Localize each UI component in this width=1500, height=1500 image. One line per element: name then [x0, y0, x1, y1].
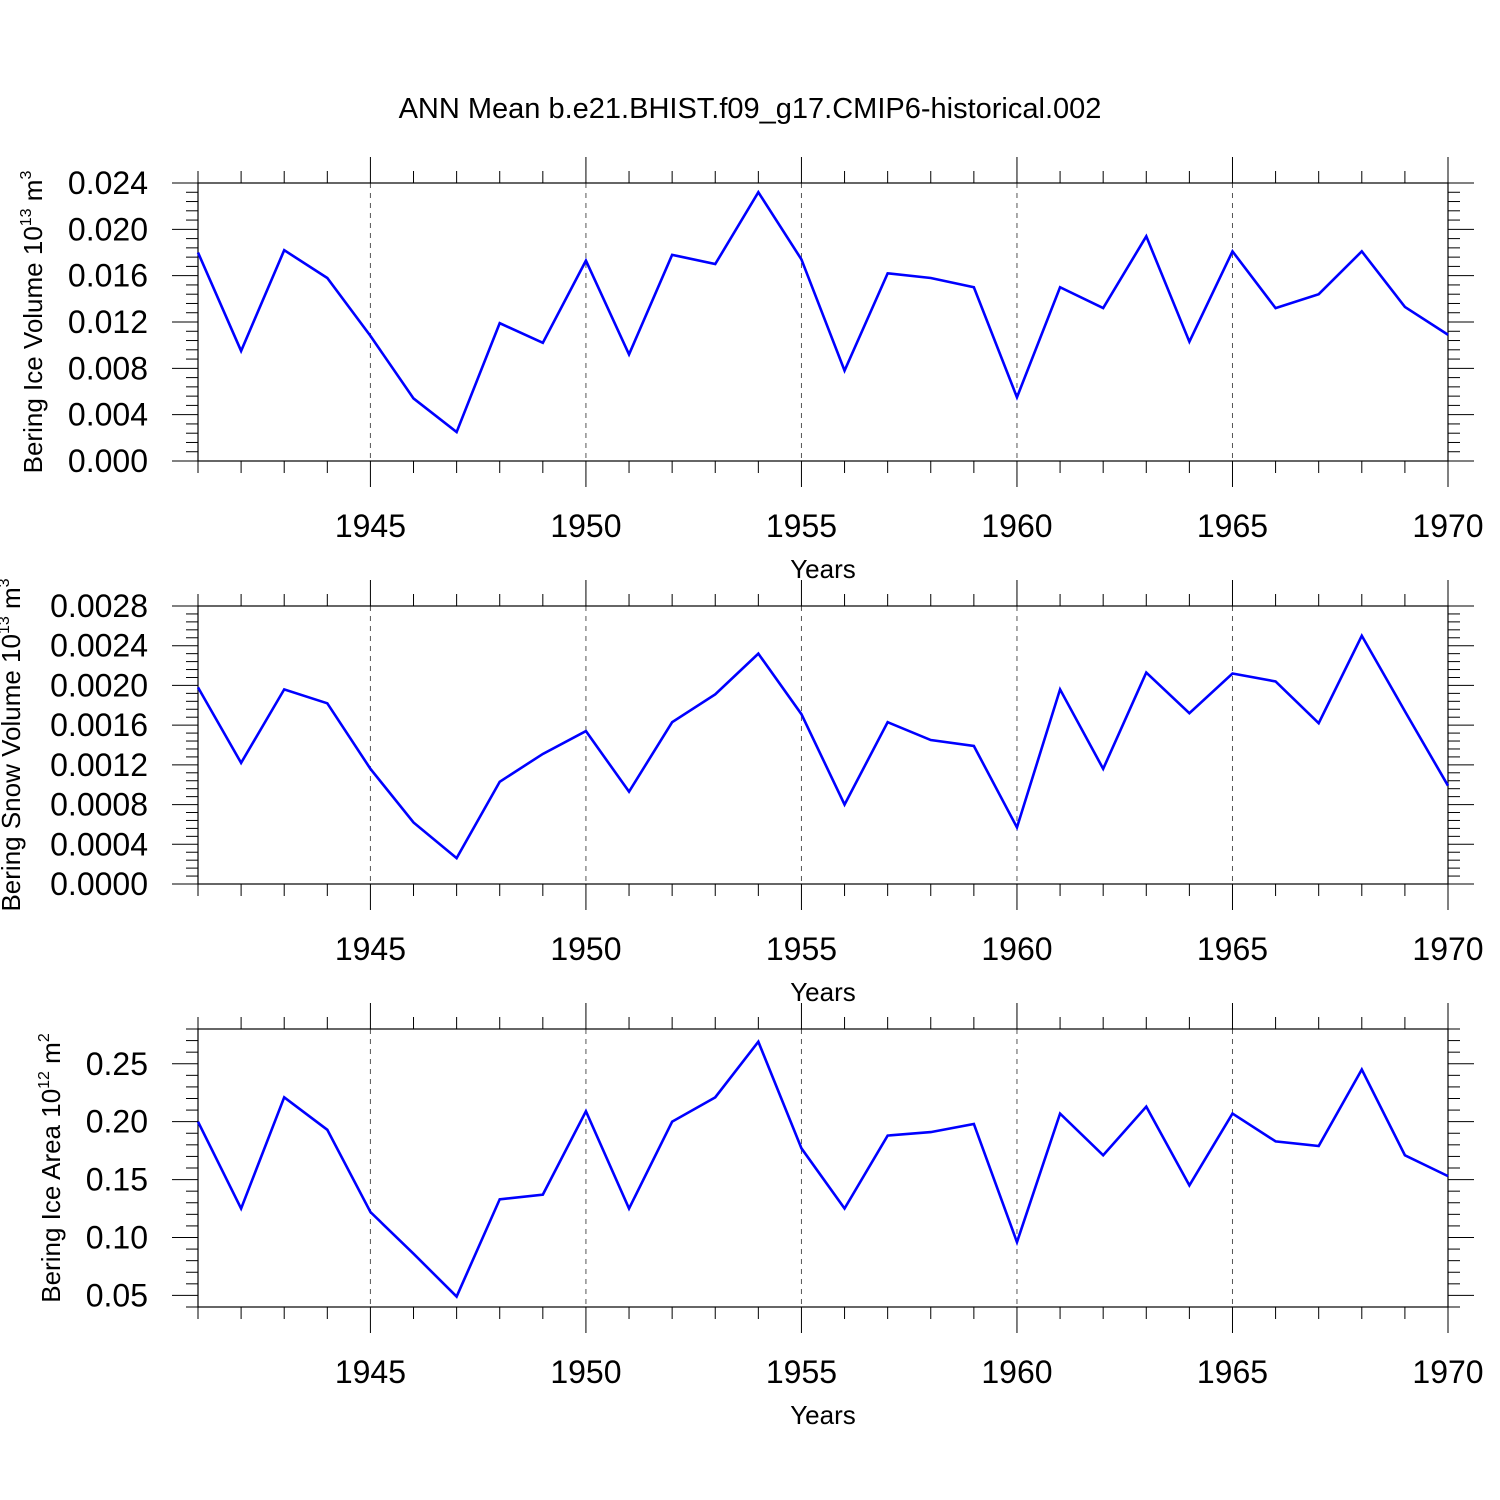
x-axis-title: Years	[790, 554, 856, 584]
y-tick-label: 0.004	[68, 397, 148, 433]
y-axis-title-part: 12	[36, 1071, 53, 1089]
series-line	[196, 189, 1449, 435]
y-tick-label: 0.10	[86, 1220, 148, 1256]
y-axis-title-part: m	[0, 587, 26, 616]
y-tick-label: 0.008	[68, 350, 148, 386]
x-tick-label: 1960	[981, 1354, 1052, 1390]
plot-frame	[197, 1028, 1449, 1308]
y-tick-label: 0.20	[86, 1104, 148, 1140]
x-tick-label: 1955	[766, 931, 837, 967]
y-axis-title-part: 3	[18, 171, 35, 180]
x-tick-label: 1965	[1197, 931, 1268, 967]
x-tick-label: 1945	[335, 1354, 406, 1390]
x-tick-label: 1945	[335, 931, 406, 967]
y-tick-label: 0.012	[68, 304, 148, 340]
x-tick-label: 1965	[1197, 1354, 1268, 1390]
y-tick-label: 0.15	[86, 1162, 148, 1198]
series-line	[196, 633, 1450, 861]
y-tick-label: 0.000	[68, 443, 148, 479]
figure-title: ANN Mean b.e21.BHIST.f09_g17.CMIP6-histo…	[399, 93, 1102, 125]
y-tick-label: 0.0028	[50, 588, 148, 624]
x-tick-label: 1970	[1412, 931, 1483, 967]
chart-panel-1: 0.000 0.004 0.008 0.012 0.016 0.020 0.024 1945 1…	[18, 157, 1484, 584]
y-tick-label: 0.0020	[50, 667, 148, 703]
y-axis-title: Bering Ice Area 1012 m2	[36, 1033, 66, 1303]
y-axis-title-part: 13	[18, 208, 35, 226]
x-axis-title: Years	[790, 1400, 856, 1430]
plot-frame	[197, 182, 1449, 462]
y-axis-title-part: 13	[0, 616, 13, 634]
y-tick-label: 0.0004	[50, 826, 148, 862]
chart-panel-3: 0.05 0.10 0.15 0.20 0.25 1945 1950 1955 1960 1965…	[36, 1003, 1484, 1430]
y-axis-title-part: 3	[0, 578, 13, 587]
y-tick-label: 0.0012	[50, 747, 148, 783]
series-line	[196, 1039, 1449, 1299]
x-tick-label: 1950	[550, 1354, 621, 1390]
chart-panel-2: 0.00000.00040.00080.00120.00160.00200.00…	[0, 578, 1484, 1007]
y-axis-title-part: 2	[36, 1033, 53, 1042]
y-tick-label: 0.016	[68, 258, 148, 294]
x-tick-label: 1970	[1412, 508, 1483, 544]
x-tick-label: 1955	[766, 1354, 837, 1390]
x-tick-label: 1965	[1197, 508, 1268, 544]
y-axis-title: Bering Ice Volume 1013 m3	[18, 171, 48, 474]
y-tick-label: 0.25	[86, 1046, 148, 1082]
x-tick-label: 1960	[981, 508, 1052, 544]
x-tick-label: 1955	[766, 508, 837, 544]
x-axis-title: Years	[790, 977, 856, 1007]
y-axis-title-part: m	[36, 1042, 66, 1071]
y-tick-label: 0.0016	[50, 707, 148, 743]
y-axis-title: Bering Snow Volume 1013 m3	[0, 578, 26, 911]
y-tick-label: 0.0024	[50, 628, 148, 664]
x-tick-label: 1950	[550, 508, 621, 544]
plot-frame	[197, 605, 1449, 885]
y-axis-title-part: Bering Snow Volume 10	[0, 634, 26, 912]
x-tick-label: 1960	[981, 931, 1052, 967]
y-tick-label: 0.020	[68, 211, 148, 247]
y-tick-label: 0.0008	[50, 787, 148, 823]
y-axis-title-part: m	[18, 180, 48, 209]
y-axis-title-part: Bering Ice Area 10	[36, 1089, 66, 1303]
y-axis-title-part: Bering Ice Volume 10	[18, 226, 48, 473]
x-tick-label: 1945	[335, 508, 406, 544]
y-tick-label: 0.05	[86, 1277, 148, 1313]
y-tick-label: 0.0000	[50, 866, 148, 902]
panels: 0.000 0.004 0.008 0.012 0.016 0.020 0.024 1945 1…	[0, 157, 1484, 1430]
y-tick-label: 0.024	[68, 165, 148, 201]
x-tick-label: 1970	[1412, 1354, 1483, 1390]
x-tick-label: 1950	[550, 931, 621, 967]
